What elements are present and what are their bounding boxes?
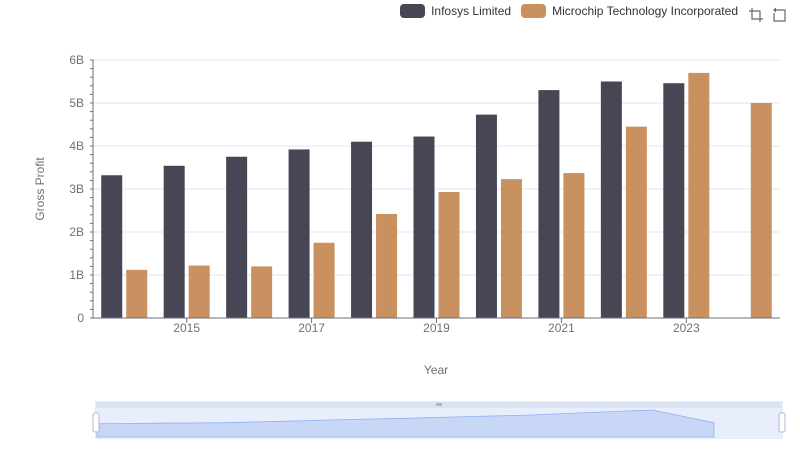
bar-microchip-2019[interactable] [438,192,460,318]
bar-microchip-2020[interactable] [500,179,522,318]
x-axis-title: Year [424,363,448,377]
y-tick-label: 0 [77,311,84,325]
bar-infosys-2016[interactable] [226,156,248,318]
slider-right-handle[interactable] [778,412,786,433]
slider-left-handle[interactable] [92,412,100,433]
bar-microchip-2015[interactable] [188,265,210,318]
bar-infosys-2018[interactable] [351,141,373,318]
slider-move-handle[interactable] [436,403,442,406]
bar-infosys-2021[interactable] [538,90,560,318]
x-tick-label: 2023 [673,321,700,335]
x-tick-label: 2017 [298,321,325,335]
bar-infosys-2014[interactable] [101,175,123,318]
bar-infosys-2015[interactable] [163,165,185,318]
bar-microchip-2018[interactable] [376,213,398,318]
x-tick-label: 2021 [548,321,575,335]
y-axis-title: Gross Profit [33,157,47,221]
x-tick-label: 2015 [173,321,200,335]
y-tick-label: 5B [69,96,84,110]
bar-microchip-2024[interactable] [750,103,772,318]
legend-label-microchip: Microchip Technology Incorporated [552,4,738,18]
bar-infosys-2023[interactable] [663,83,685,318]
y-tick-label: 1B [69,268,84,282]
legend-item-microchip[interactable]: Microchip Technology Incorporated [521,4,738,18]
legend: Infosys Limited Microchip Technology Inc… [400,4,738,18]
bar-infosys-2022[interactable] [600,81,622,319]
y-tick-label: 4B [69,139,84,153]
bar-microchip-2022[interactable] [625,126,647,319]
y-tick-label: 3B [69,182,84,196]
x-tick-label: 2019 [423,321,450,335]
zoom-icon[interactable] [748,7,764,23]
bar-microchip-2016[interactable] [251,266,273,318]
data-zoom-slider[interactable] [92,401,786,439]
bar-microchip-2017[interactable] [313,242,335,318]
slider-preview-area [96,409,715,438]
axes: 0 1B 2B 3B 4B 5B 6B 2015 2017 2019 2021 2023 [69,53,780,335]
legend-label-infosys: Infosys Limited [431,4,512,18]
bars [101,72,772,319]
y-tick-label: 2B [69,225,84,239]
bar-infosys-2017[interactable] [288,149,310,318]
bar-microchip-2023[interactable] [688,72,710,319]
legend-swatch-infosys [400,4,426,18]
restore-icon[interactable] [772,7,788,23]
bar-microchip-2021[interactable] [563,173,585,318]
y-tick-label: 6B [69,53,84,67]
bar-infosys-2019[interactable] [413,136,435,318]
legend-item-infosys[interactable]: Infosys Limited [400,4,511,18]
legend-swatch-microchip [521,4,547,18]
bar-microchip-2014[interactable] [126,269,148,318]
bar-infosys-2020[interactable] [475,114,497,318]
